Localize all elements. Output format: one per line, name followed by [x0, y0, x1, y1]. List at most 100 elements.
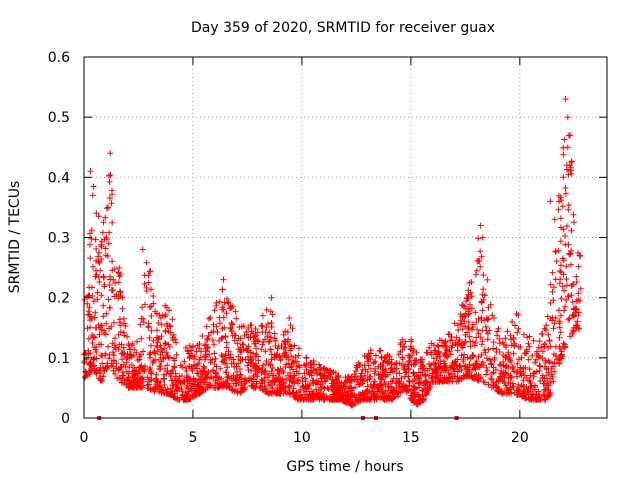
data-point	[292, 354, 299, 360]
data-point	[428, 362, 435, 368]
data-point	[173, 386, 180, 393]
data-point	[436, 378, 442, 385]
data-point	[154, 348, 161, 355]
data-point	[374, 383, 381, 390]
data-point	[413, 349, 420, 356]
data-point	[575, 263, 582, 270]
data-point	[397, 388, 404, 395]
data-point	[109, 258, 116, 265]
data-point	[458, 367, 465, 373]
data-point	[119, 369, 126, 376]
data-point	[496, 361, 503, 368]
data-point	[100, 229, 106, 236]
data-point	[468, 293, 475, 300]
data-point	[93, 257, 100, 264]
data-point	[543, 372, 550, 379]
data-point	[484, 276, 491, 283]
data-point	[106, 304, 113, 311]
data-point	[87, 361, 94, 368]
data-point	[451, 320, 458, 327]
data-point	[286, 315, 293, 321]
data-point	[262, 388, 269, 395]
data-point	[556, 334, 563, 341]
data-point	[552, 276, 559, 283]
data-point	[288, 343, 295, 350]
data-point	[388, 356, 395, 363]
data-point	[569, 330, 576, 336]
data-point	[258, 322, 265, 329]
data-point	[525, 385, 532, 392]
data-point	[550, 297, 557, 304]
data-point	[263, 324, 270, 331]
data-point	[557, 312, 564, 319]
data-point	[100, 373, 107, 380]
data-point	[219, 286, 226, 293]
data-point	[575, 312, 582, 319]
data-point	[570, 313, 577, 320]
data-point	[101, 327, 108, 334]
data-point	[197, 379, 204, 386]
data-point	[192, 377, 199, 384]
data-point	[388, 361, 395, 367]
data-point	[390, 375, 397, 382]
data-point	[218, 352, 225, 359]
data-point	[563, 223, 570, 230]
data-point	[398, 375, 405, 382]
data-point	[271, 354, 278, 361]
data-point	[550, 284, 557, 291]
data-point	[340, 392, 347, 399]
data-point	[135, 378, 142, 385]
data-point	[109, 219, 116, 226]
data-point	[141, 272, 148, 279]
data-point	[382, 354, 389, 360]
data-point	[565, 171, 572, 178]
data-point	[107, 150, 114, 157]
data-point	[210, 321, 217, 328]
data-point	[571, 219, 577, 226]
data-point	[568, 283, 575, 289]
data-point	[275, 366, 281, 373]
data-point	[352, 384, 358, 391]
data-point	[567, 162, 573, 169]
data-point	[138, 351, 144, 358]
data-point	[111, 266, 118, 272]
data-point	[134, 338, 141, 345]
data-point	[514, 360, 521, 367]
data-point	[120, 349, 126, 356]
data-point	[310, 358, 317, 364]
data-point	[87, 255, 94, 262]
data-point	[100, 274, 107, 281]
data-point	[252, 333, 259, 340]
data-point	[472, 271, 479, 278]
data-point	[333, 376, 340, 383]
data-point	[131, 346, 138, 353]
data-point	[527, 380, 534, 386]
data-point	[264, 333, 271, 340]
data-point	[321, 375, 328, 382]
data-point	[202, 354, 209, 361]
data-point	[210, 375, 217, 382]
data-point	[98, 238, 105, 245]
data-point	[488, 370, 495, 377]
data-point	[196, 384, 203, 391]
data-point	[207, 359, 214, 366]
data-point	[99, 377, 105, 384]
data-point	[282, 339, 289, 346]
data-point	[85, 308, 92, 315]
data-point	[240, 341, 247, 348]
data-point	[238, 378, 245, 385]
data-point	[405, 359, 412, 365]
data-point	[483, 364, 490, 371]
data-point	[475, 330, 482, 337]
data-point	[393, 391, 400, 398]
data-point	[377, 347, 384, 354]
data-point	[116, 316, 123, 323]
data-point	[92, 236, 99, 243]
data-point	[473, 334, 480, 341]
data-point	[536, 338, 543, 345]
data-point	[570, 327, 577, 334]
data-point	[469, 374, 476, 381]
data-point	[364, 383, 371, 390]
data-point	[361, 362, 368, 369]
data-point	[116, 273, 123, 280]
